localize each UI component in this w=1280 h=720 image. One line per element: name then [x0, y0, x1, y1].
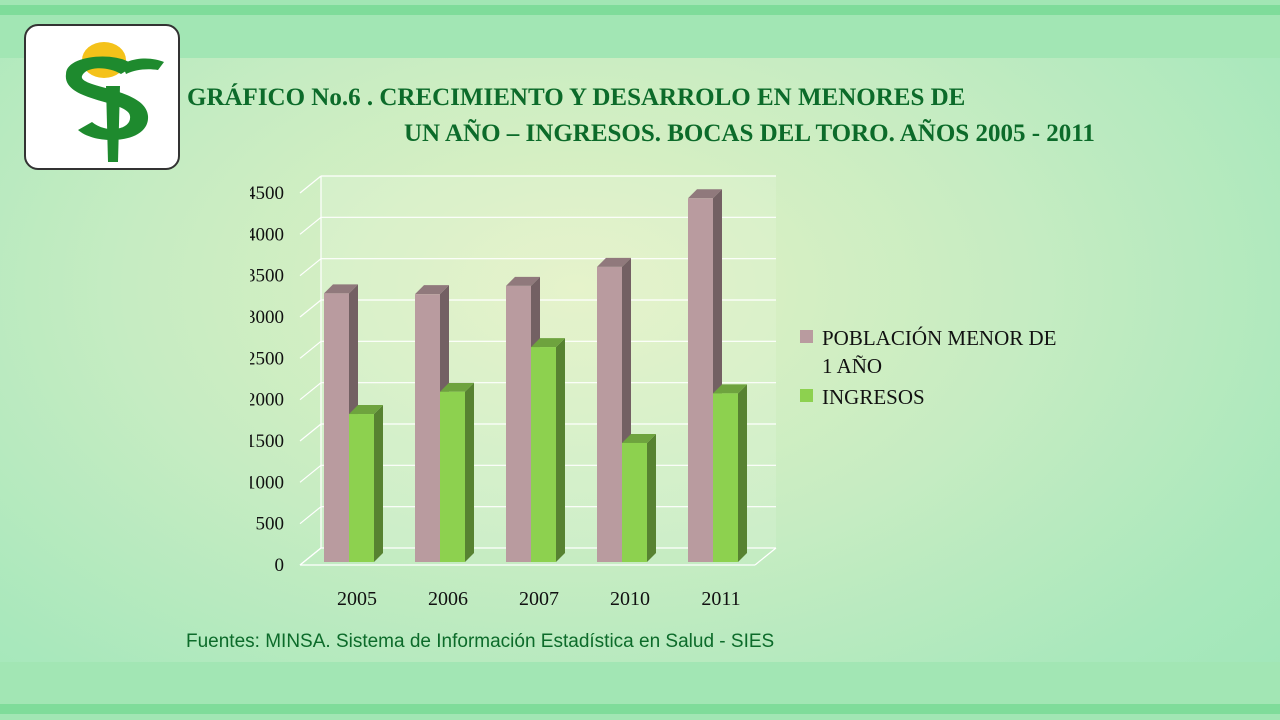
bottom-band [0, 662, 1280, 720]
bottom-stripe [0, 704, 1280, 714]
y-tick-label: 1000 [250, 472, 284, 493]
y-tick-label: 4500 [250, 183, 284, 204]
legend-swatch-poblacion [800, 330, 813, 343]
top-stripe [0, 5, 1280, 15]
y-tick-label: 500 [256, 514, 285, 535]
gridline-diagonal [299, 382, 322, 401]
bar-poblacion [688, 198, 713, 562]
bar-ingresos-top [440, 382, 474, 392]
bar-ingresos [713, 393, 738, 562]
x-tick-label: 2007 [519, 588, 559, 610]
bar-ingresos [531, 347, 556, 562]
y-tick-label: 3000 [250, 307, 284, 328]
bar-poblacion-top [506, 276, 540, 286]
legend: POBLACIÓN MENOR DE 1 AÑO INGRESOS [800, 324, 1072, 414]
top-band [0, 0, 1280, 58]
gridline-diagonal [299, 423, 322, 442]
x-tick-label: 2011 [701, 588, 740, 610]
bar-ingresos-top [713, 384, 747, 394]
bar-poblacion-top [597, 257, 631, 267]
gridline-diagonal [299, 299, 322, 318]
title-line-2: UN AÑO – INGRESOS. BOCAS DEL TORO. AÑOS … [404, 120, 1095, 147]
bar-ingresos-side [738, 384, 747, 562]
y-tick-label: 2500 [250, 348, 284, 369]
bar-poblacion-top [324, 284, 358, 294]
floor-edge-left [299, 547, 322, 566]
bar-poblacion [324, 293, 349, 562]
health-logo [24, 24, 180, 170]
source-note: Fuentes: MINSA. Sistema de Información E… [186, 631, 775, 652]
bar-poblacion [506, 285, 531, 562]
x-tick-label: 2006 [428, 588, 468, 610]
legend-label-poblacion: POBLACIÓN MENOR DE 1 AÑO [822, 326, 1057, 378]
x-tick-label: 2005 [337, 588, 377, 610]
bar-ingresos [349, 414, 374, 562]
gridline-diagonal [299, 216, 322, 235]
bar-poblacion [415, 294, 440, 562]
gridline-diagonal [299, 175, 322, 194]
legend-label-ingresos: INGRESOS [822, 385, 925, 409]
gridline-diagonal [299, 506, 322, 525]
bar-ingresos-side [465, 382, 474, 562]
bar-ingresos-top [622, 433, 656, 443]
legend-swatch-ingresos [800, 389, 813, 402]
gridline-diagonal [299, 464, 322, 483]
bar-ingresos [440, 391, 465, 562]
legend-item-poblacion: POBLACIÓN MENOR DE 1 AÑO [800, 324, 1072, 380]
bar-ingresos [622, 442, 647, 562]
title-line-1: GRÁFICO No.6 . CRECIMIENTO Y DESARROLO E… [187, 84, 966, 111]
bar-ingresos-top [349, 405, 383, 415]
bar-ingresos-side [647, 433, 656, 562]
chart-title: GRÁFICO No.6 . CRECIMIENTO Y DESARROLO E… [187, 80, 1267, 152]
snake-emblem-icon [65, 42, 164, 162]
bar-poblacion-top [415, 285, 449, 295]
y-tick-label: 4000 [250, 224, 284, 245]
x-tick-label: 2010 [610, 588, 650, 610]
bar-poblacion [597, 266, 622, 562]
gridline-diagonal [299, 258, 322, 277]
y-tick-label: 2000 [250, 390, 284, 411]
gridline-diagonal [299, 340, 322, 359]
y-tick-label: 3500 [250, 266, 284, 287]
legend-item-ingresos: INGRESOS [800, 383, 1072, 411]
bar-ingresos-side [556, 338, 565, 562]
bar-poblacion-top [688, 189, 722, 199]
floor-edge-right [754, 547, 777, 566]
bar-chart: 0 500 1000 1500 2000 2500 3000 3500 4000 4500 2005… [250, 175, 777, 610]
bar-ingresos-side [374, 405, 383, 562]
bar-ingresos-top [531, 338, 565, 348]
y-tick-label: 0 [275, 555, 285, 576]
y-tick-label: 1500 [250, 431, 284, 452]
